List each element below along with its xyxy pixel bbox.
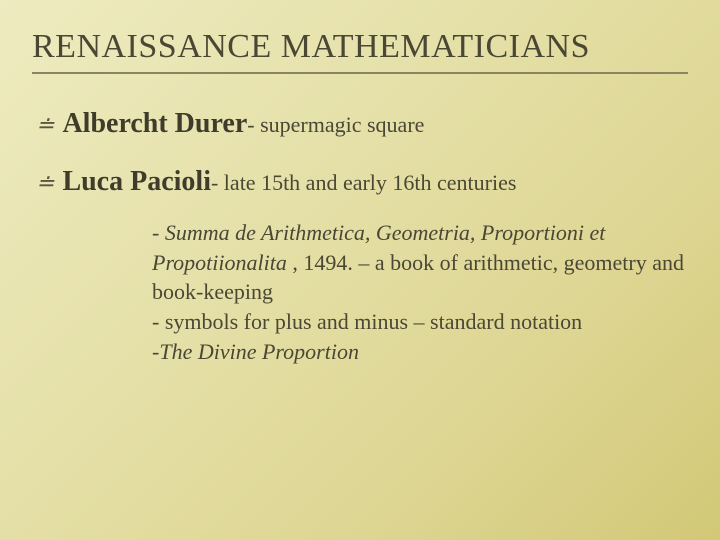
slide-title: RENAISSANCE MATHEMATICIANS — [32, 28, 688, 74]
sub-prefix: - — [152, 220, 165, 245]
mathematician-desc: - supermagic square — [247, 112, 424, 137]
bullet-item: ≐ Albercht Durer- supermagic square — [32, 108, 688, 140]
sub-italic: The Divine Proportion — [159, 339, 359, 364]
sub-rest: symbols for plus and minus – standard no… — [165, 309, 582, 334]
flourish-icon: ≐ — [36, 114, 54, 136]
sub-detail-line: -The Divine Proportion — [152, 337, 688, 367]
slide-container: RENAISSANCE MATHEMATICIANS ≐ Albercht Du… — [0, 0, 720, 540]
bullet-text: Albercht Durer- supermagic square — [62, 108, 424, 140]
mathematician-name: Albercht Durer — [62, 108, 247, 139]
sub-prefix: - — [152, 309, 165, 334]
bullet-text: Luca Pacioli- late 15th and early 16th c… — [62, 166, 516, 198]
sub-detail-line: - Summa de Arithmetica, Geometria, Propo… — [152, 218, 688, 307]
bullet-item: ≐ Luca Pacioli- late 15th and early 16th… — [32, 166, 688, 198]
mathematician-desc: - late 15th and early 16th centuries — [211, 170, 516, 195]
flourish-icon: ≐ — [36, 172, 54, 194]
sub-detail-line: - symbols for plus and minus – standard … — [152, 307, 688, 337]
mathematician-name: Luca Pacioli — [62, 166, 211, 197]
sub-detail-block: - Summa de Arithmetica, Geometria, Propo… — [152, 218, 688, 366]
